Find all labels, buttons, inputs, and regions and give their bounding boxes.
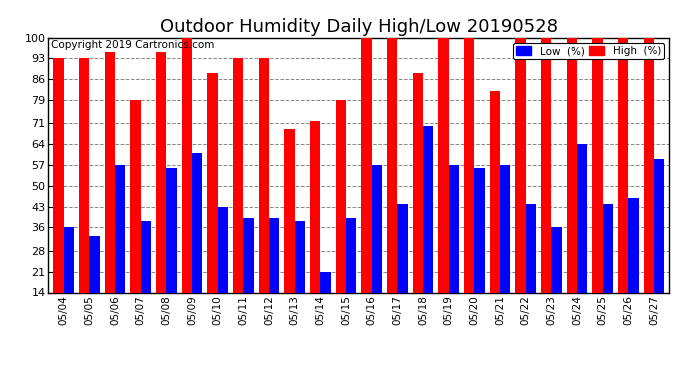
Bar bbox=[541, 38, 551, 292]
Bar bbox=[244, 218, 254, 292]
Bar bbox=[90, 236, 99, 292]
Bar bbox=[490, 91, 500, 292]
Bar bbox=[602, 204, 613, 292]
Bar bbox=[320, 272, 331, 292]
Bar bbox=[618, 38, 628, 292]
Bar bbox=[233, 58, 244, 292]
Bar bbox=[628, 198, 638, 292]
Title: Outdoor Humidity Daily High/Low 20190528: Outdoor Humidity Daily High/Low 20190528 bbox=[160, 18, 558, 36]
Bar bbox=[130, 100, 141, 292]
Bar bbox=[181, 38, 192, 292]
Bar bbox=[526, 204, 536, 292]
Bar bbox=[208, 73, 217, 292]
Bar bbox=[387, 38, 397, 292]
Bar bbox=[448, 165, 459, 292]
Bar bbox=[423, 126, 433, 292]
Bar bbox=[156, 53, 166, 292]
Bar bbox=[577, 144, 587, 292]
Bar bbox=[500, 165, 510, 292]
Bar bbox=[474, 168, 484, 292]
Bar bbox=[53, 58, 63, 292]
Bar bbox=[346, 218, 356, 292]
Bar bbox=[115, 165, 126, 292]
Bar bbox=[654, 159, 664, 292]
Bar bbox=[464, 38, 474, 292]
Bar bbox=[438, 38, 449, 292]
Bar bbox=[166, 168, 177, 292]
Bar bbox=[362, 38, 372, 292]
Text: Copyright 2019 Cartronics.com: Copyright 2019 Cartronics.com bbox=[51, 40, 215, 50]
Bar bbox=[295, 221, 305, 292]
Bar bbox=[592, 38, 602, 292]
Bar bbox=[336, 100, 346, 292]
Bar bbox=[551, 227, 562, 292]
Bar bbox=[259, 58, 269, 292]
Bar bbox=[397, 204, 408, 292]
Bar bbox=[284, 129, 295, 292]
Bar bbox=[372, 165, 382, 292]
Bar bbox=[141, 221, 151, 292]
Bar bbox=[413, 73, 423, 292]
Bar bbox=[644, 38, 654, 292]
Legend: Low  (%), High  (%): Low (%), High (%) bbox=[513, 43, 664, 59]
Bar bbox=[566, 38, 577, 292]
Bar bbox=[515, 38, 526, 292]
Bar bbox=[192, 153, 202, 292]
Bar bbox=[310, 120, 320, 292]
Bar bbox=[269, 218, 279, 292]
Bar bbox=[63, 227, 74, 292]
Bar bbox=[79, 58, 90, 292]
Bar bbox=[105, 53, 115, 292]
Bar bbox=[217, 207, 228, 292]
